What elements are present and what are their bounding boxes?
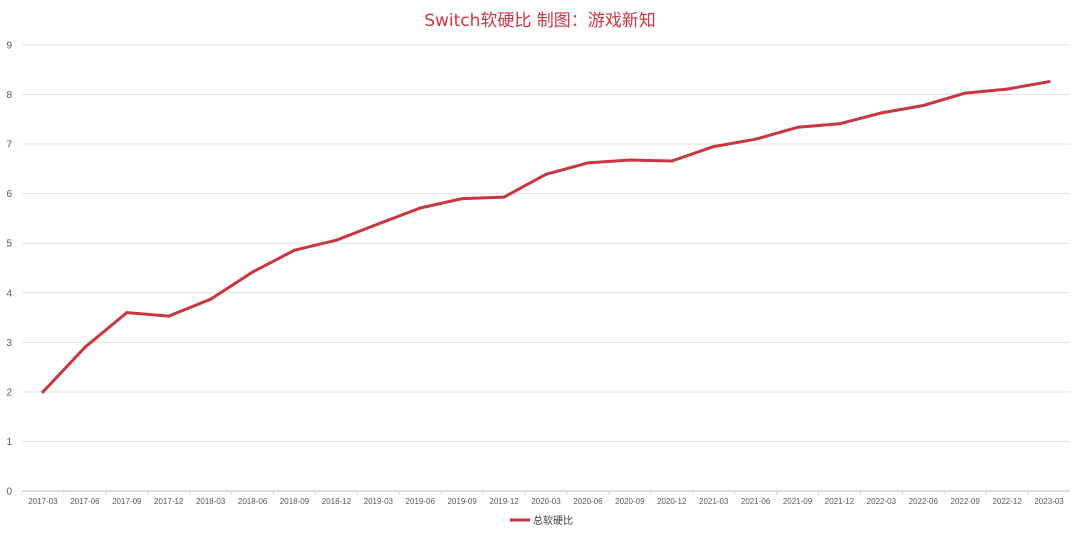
x-tick-label: 2020-09 xyxy=(615,497,645,506)
data-point xyxy=(418,206,422,210)
chart-title: Switch软硬比 制图：游戏新知 xyxy=(424,11,656,31)
x-tick-label: 2021-03 xyxy=(699,497,729,506)
y-tick-label: 3 xyxy=(6,338,12,349)
data-point xyxy=(628,158,632,162)
x-tick-label: 2018-12 xyxy=(322,497,352,506)
x-tick-label: 2022-12 xyxy=(992,497,1022,506)
y-axis-ticks: 0 1 2 3 4 5 6 7 8 9 xyxy=(6,41,12,498)
data-point xyxy=(1005,87,1009,91)
data-point xyxy=(292,248,296,252)
data-point xyxy=(502,195,506,199)
grid-lines xyxy=(22,44,1070,492)
data-point xyxy=(586,161,590,165)
data-point xyxy=(544,172,548,176)
x-tick-label: 2018-03 xyxy=(196,497,226,506)
x-tick-label: 2020-06 xyxy=(573,497,603,506)
y-tick-label: 8 xyxy=(6,90,12,101)
x-tick-label: 2021-06 xyxy=(741,497,771,506)
y-tick-label: 2 xyxy=(6,387,12,398)
data-point xyxy=(963,91,967,95)
data-point xyxy=(754,137,758,141)
data-point xyxy=(1047,80,1051,84)
y-tick-label: 7 xyxy=(6,140,12,151)
data-point xyxy=(670,159,674,163)
x-tick-label: 2022-03 xyxy=(867,497,897,506)
x-tick-label: 2020-12 xyxy=(657,497,687,506)
data-point xyxy=(921,103,925,107)
legend-label: 总软硬比 xyxy=(533,514,573,527)
y-tick-label: 6 xyxy=(6,189,12,200)
data-point xyxy=(41,390,45,394)
series-lines xyxy=(41,80,1051,394)
x-tick-label: 2017-09 xyxy=(112,497,142,506)
x-tick-label: 2018-09 xyxy=(280,497,310,506)
x-tick-label: 2017-12 xyxy=(154,497,184,506)
x-tick-label: 2019-09 xyxy=(447,497,477,506)
y-tick-label: 5 xyxy=(6,239,12,250)
data-point xyxy=(251,270,255,274)
x-tick-label: 2023-03 xyxy=(1034,497,1064,506)
legend: 总软硬比 xyxy=(510,514,573,527)
x-tick-label: 2022-06 xyxy=(909,497,939,506)
x-tick-label: 2018-06 xyxy=(238,497,268,506)
data-point xyxy=(83,345,87,349)
data-point xyxy=(796,125,800,129)
y-tick-label: 4 xyxy=(6,288,12,299)
data-point xyxy=(460,197,464,201)
x-tick-label: 2017-06 xyxy=(70,497,100,506)
x-tick-label: 2019-06 xyxy=(406,497,436,506)
data-point xyxy=(879,111,883,115)
data-point xyxy=(712,145,716,149)
data-point xyxy=(334,238,338,242)
x-tick-label: 2020-03 xyxy=(531,497,561,506)
x-tick-label: 2021-12 xyxy=(825,497,855,506)
x-tick-label: 2019-03 xyxy=(364,497,394,506)
y-tick-label: 9 xyxy=(6,41,12,52)
data-point xyxy=(125,311,129,315)
x-tick-label: 2019-12 xyxy=(489,497,519,506)
data-point xyxy=(167,314,171,318)
y-tick-label: 1 xyxy=(6,437,12,448)
x-tick-label: 2017-03 xyxy=(28,497,58,506)
data-point xyxy=(209,297,213,301)
data-point xyxy=(376,222,380,226)
x-axis-ticks: 2017-03 2017-06 2017-09 2017-12 2018-03 2018-… xyxy=(21,491,1064,506)
data-point xyxy=(837,122,841,126)
series-line xyxy=(41,80,1051,394)
y-tick-label: 0 xyxy=(6,487,12,498)
x-tick-label: 2021-09 xyxy=(783,497,813,506)
x-tick-label: 2022-09 xyxy=(951,497,981,506)
